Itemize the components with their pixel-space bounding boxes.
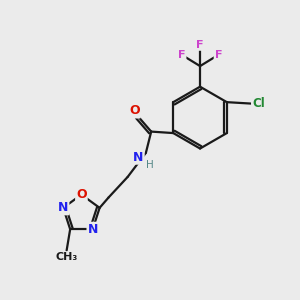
- Text: N: N: [58, 201, 68, 214]
- Text: O: O: [76, 188, 87, 201]
- Text: F: F: [196, 40, 204, 50]
- Text: O: O: [129, 104, 140, 118]
- Text: F: F: [214, 50, 222, 60]
- Text: CH₃: CH₃: [56, 252, 78, 262]
- Text: F: F: [178, 50, 185, 60]
- Text: Cl: Cl: [252, 97, 265, 110]
- Text: H: H: [146, 160, 154, 170]
- Text: N: N: [133, 151, 144, 164]
- Text: N: N: [88, 223, 98, 236]
